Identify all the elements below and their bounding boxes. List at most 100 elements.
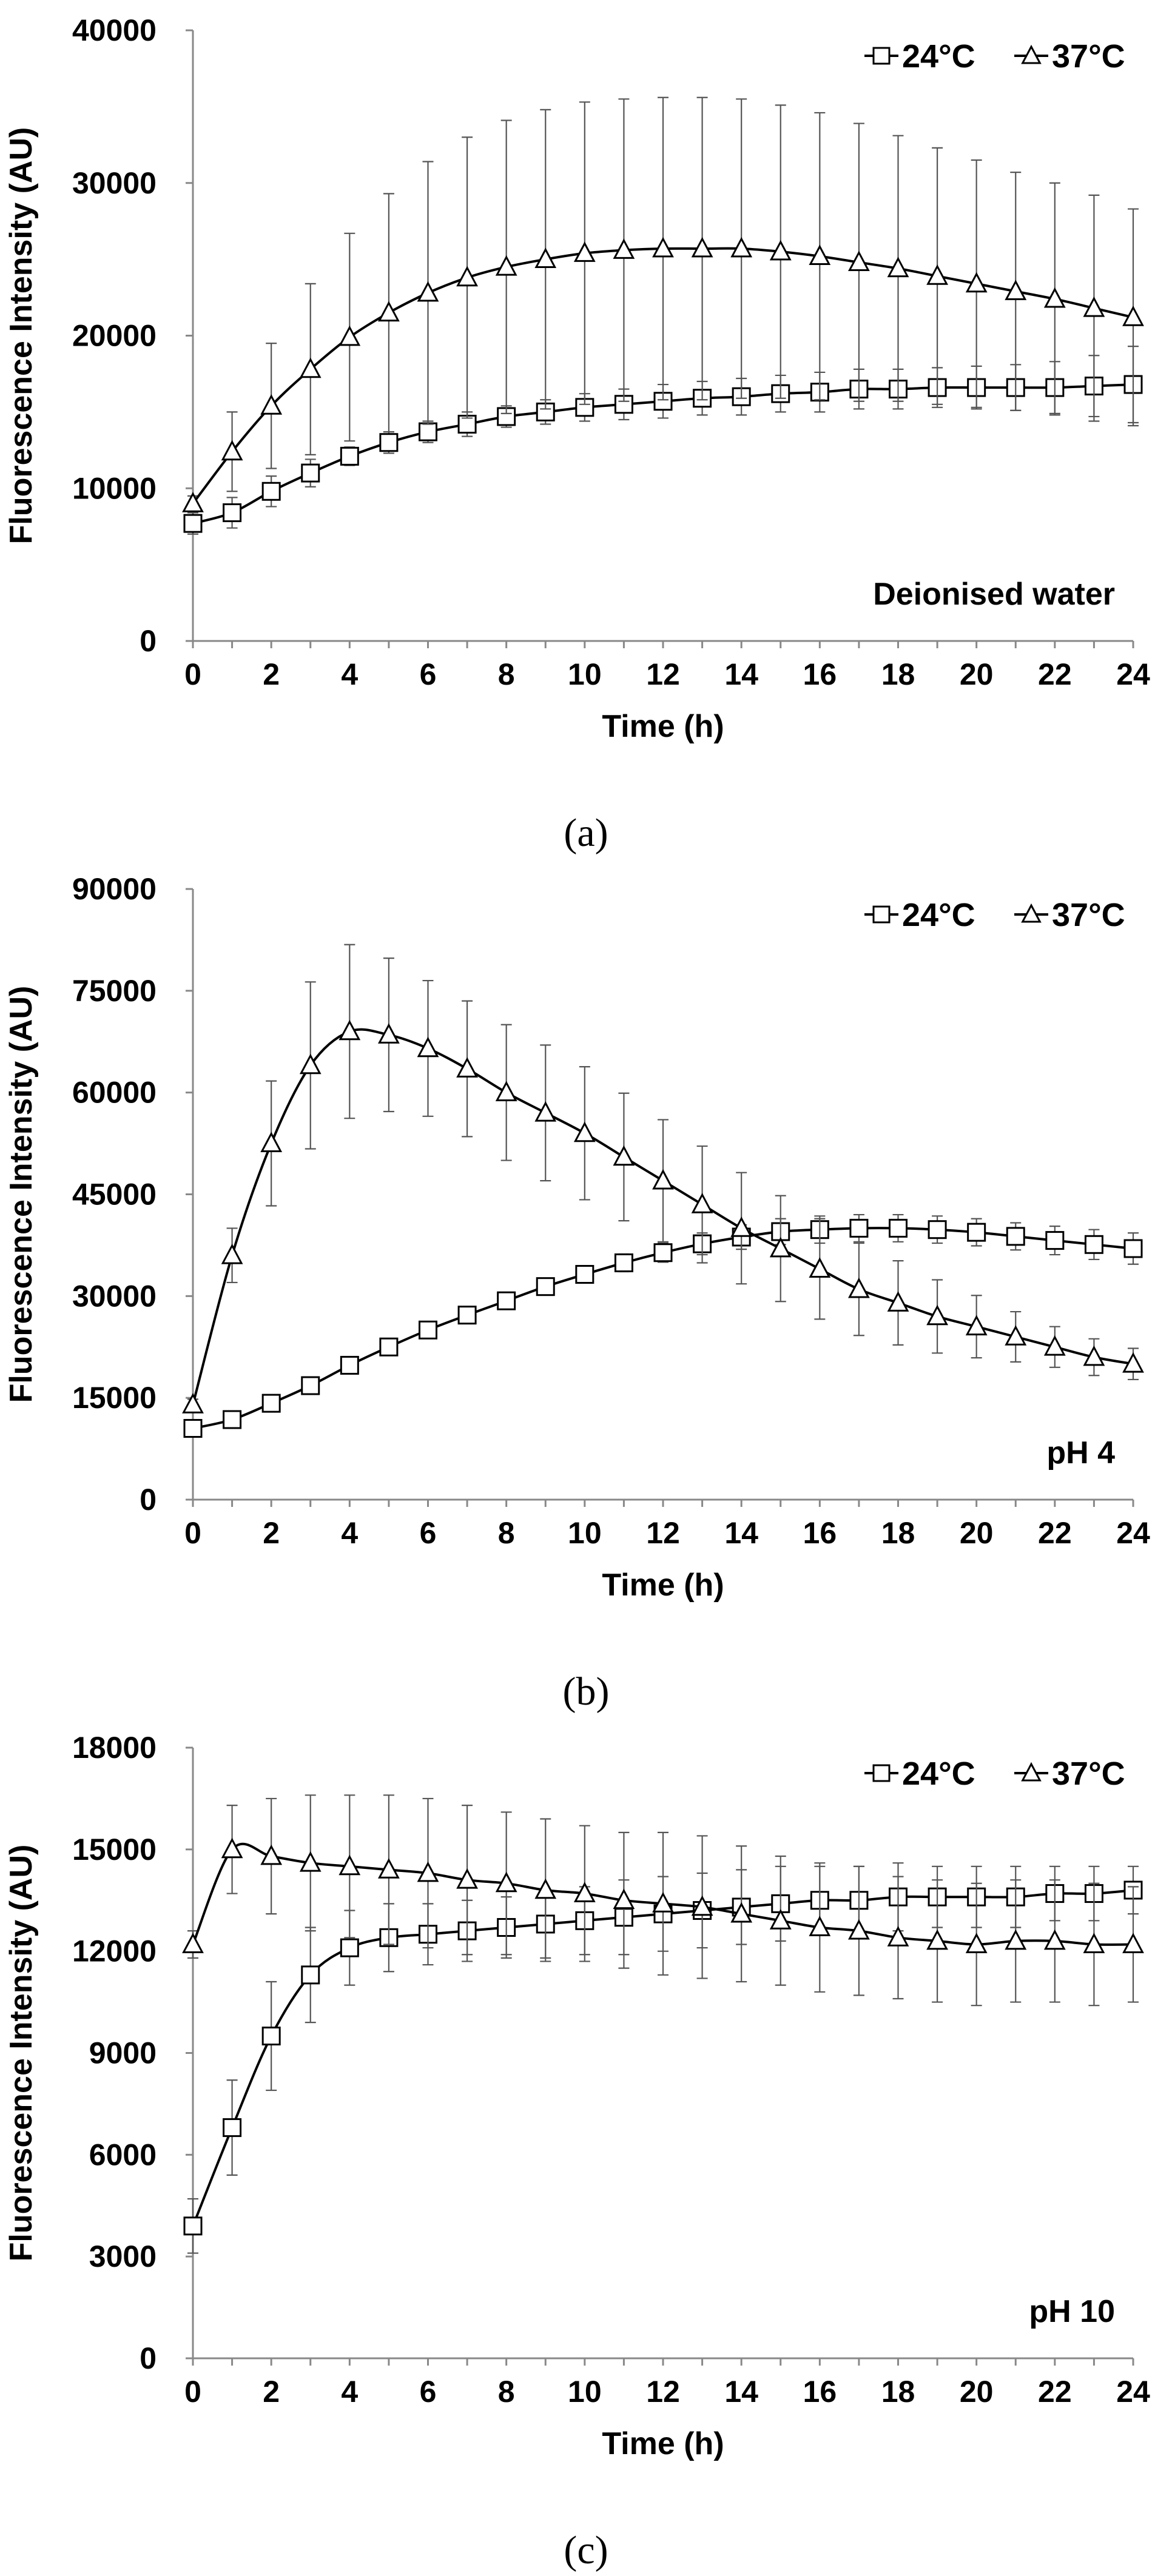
x-tick-label-b: 20: [960, 1516, 994, 1550]
data-point: [223, 503, 242, 523]
y-tick-label-c: 3000: [89, 2239, 157, 2273]
x-tick-label-a: 0: [184, 657, 201, 691]
data-point: [379, 1337, 399, 1357]
series-b-24c: [183, 1213, 1143, 1438]
data-point: [1045, 1231, 1065, 1250]
data-point: [1043, 287, 1066, 308]
x-tick-label-a: 6: [420, 657, 437, 691]
x-tick-label-a: 20: [960, 657, 994, 691]
data-point: [221, 1243, 243, 1264]
series-c-37c: [182, 1794, 1144, 2007]
x-tick-label-b: 0: [184, 1516, 201, 1550]
data-point: [928, 1220, 947, 1239]
data-point: [848, 1919, 870, 1940]
data-point: [848, 1277, 870, 1298]
data-point: [534, 1878, 557, 1899]
y-tick-label-a: 0: [140, 624, 157, 658]
x-tick-label-a: 10: [568, 657, 602, 691]
x-tick-label-c: 14: [724, 2375, 758, 2409]
caption-b: (b): [563, 1669, 610, 1714]
x-tick-label-c: 4: [341, 2375, 358, 2409]
data-point: [730, 1216, 753, 1237]
data-point: [261, 481, 281, 501]
data-point: [182, 1393, 204, 1414]
data-point: [769, 240, 792, 261]
data-point: [340, 1355, 359, 1375]
data-point: [419, 422, 437, 441]
x-tick-label-c: 8: [498, 2375, 515, 2409]
data-point: [769, 1236, 792, 1258]
caption-c: (c): [564, 2528, 608, 2572]
data-point: [182, 492, 204, 512]
data-point: [534, 1101, 557, 1122]
y-axis-title-c: Fluorescence Intensity (AU): [4, 1845, 39, 2262]
data-point: [613, 238, 635, 259]
legend-marker: [1021, 1762, 1042, 1782]
legend-item-b-24c: 24°C: [864, 897, 975, 933]
series-a-37c: [182, 96, 1144, 512]
data-point: [887, 1291, 909, 1312]
data-point: [456, 1868, 478, 1889]
data-point: [730, 1902, 753, 1923]
data-point: [573, 1882, 596, 1902]
data-point: [183, 1419, 203, 1438]
data-point: [338, 325, 361, 346]
data-point: [223, 2118, 242, 2138]
y-tick-label-b: 0: [140, 1483, 157, 1517]
data-point: [691, 236, 713, 258]
data-point: [730, 236, 753, 258]
annotation-b: pH 4: [1046, 1435, 1115, 1471]
x-tick-label-a: 18: [881, 657, 915, 691]
x-tick-label-c: 18: [881, 2375, 915, 2409]
annotation-a: Deionised water: [873, 577, 1115, 612]
data-point: [495, 255, 517, 276]
legend-label: 24°C: [902, 1756, 975, 1792]
x-axis-title-c: Time (h): [602, 2426, 724, 2461]
legend-label: 37°C: [1052, 897, 1125, 933]
y-axis-title-a: Fluorescence Intensity (AU): [4, 127, 39, 545]
x-tick-label-a: 16: [803, 657, 837, 691]
x-tick-label-a: 12: [646, 657, 680, 691]
data-point: [965, 1933, 988, 1953]
data-point: [301, 1965, 320, 1985]
data-point: [1083, 1933, 1105, 1953]
data-point: [1083, 296, 1105, 317]
data-point: [419, 1320, 437, 1340]
data-point: [417, 281, 439, 302]
x-axis-title-b: Time (h): [602, 1568, 724, 1603]
data-point: [848, 250, 870, 271]
legend-item-c-37c: 37°C: [1014, 1756, 1125, 1792]
legend-label: 24°C: [902, 38, 975, 75]
x-tick-label-b: 10: [568, 1516, 602, 1550]
x-axis-title-a: Time (h): [602, 709, 724, 744]
data-point: [183, 2216, 203, 2236]
data-point: [495, 1871, 517, 1893]
data-point: [1005, 1325, 1027, 1346]
data-point: [1123, 1239, 1143, 1258]
data-point: [299, 1851, 322, 1872]
legend-label: 37°C: [1052, 38, 1125, 75]
data-point: [1043, 1335, 1066, 1356]
data-point: [652, 236, 674, 258]
legend-marker: [1021, 903, 1042, 923]
x-tick-label-c: 0: [184, 2375, 201, 2409]
data-point: [965, 1315, 988, 1336]
y-axis-title-b: Fluorescence Intensity (AU): [4, 986, 39, 1403]
data-point: [887, 257, 909, 278]
data-point: [887, 1926, 909, 1947]
series-b-37c: [182, 944, 1144, 1414]
data-point: [613, 1888, 635, 1910]
data-point: [223, 1410, 242, 1429]
y-tick-label-c: 12000: [72, 1934, 157, 1968]
x-tick-label-b: 2: [263, 1516, 280, 1550]
x-tick-label-b: 24: [1116, 1516, 1150, 1550]
data-point: [926, 1304, 948, 1326]
x-tick-label-a: 14: [724, 657, 758, 691]
data-point: [456, 1057, 478, 1078]
legend-marker: [872, 47, 891, 65]
legend-label: 24°C: [902, 897, 975, 933]
legend-item-a-24c: 24°C: [864, 38, 975, 75]
data-point: [926, 264, 948, 285]
